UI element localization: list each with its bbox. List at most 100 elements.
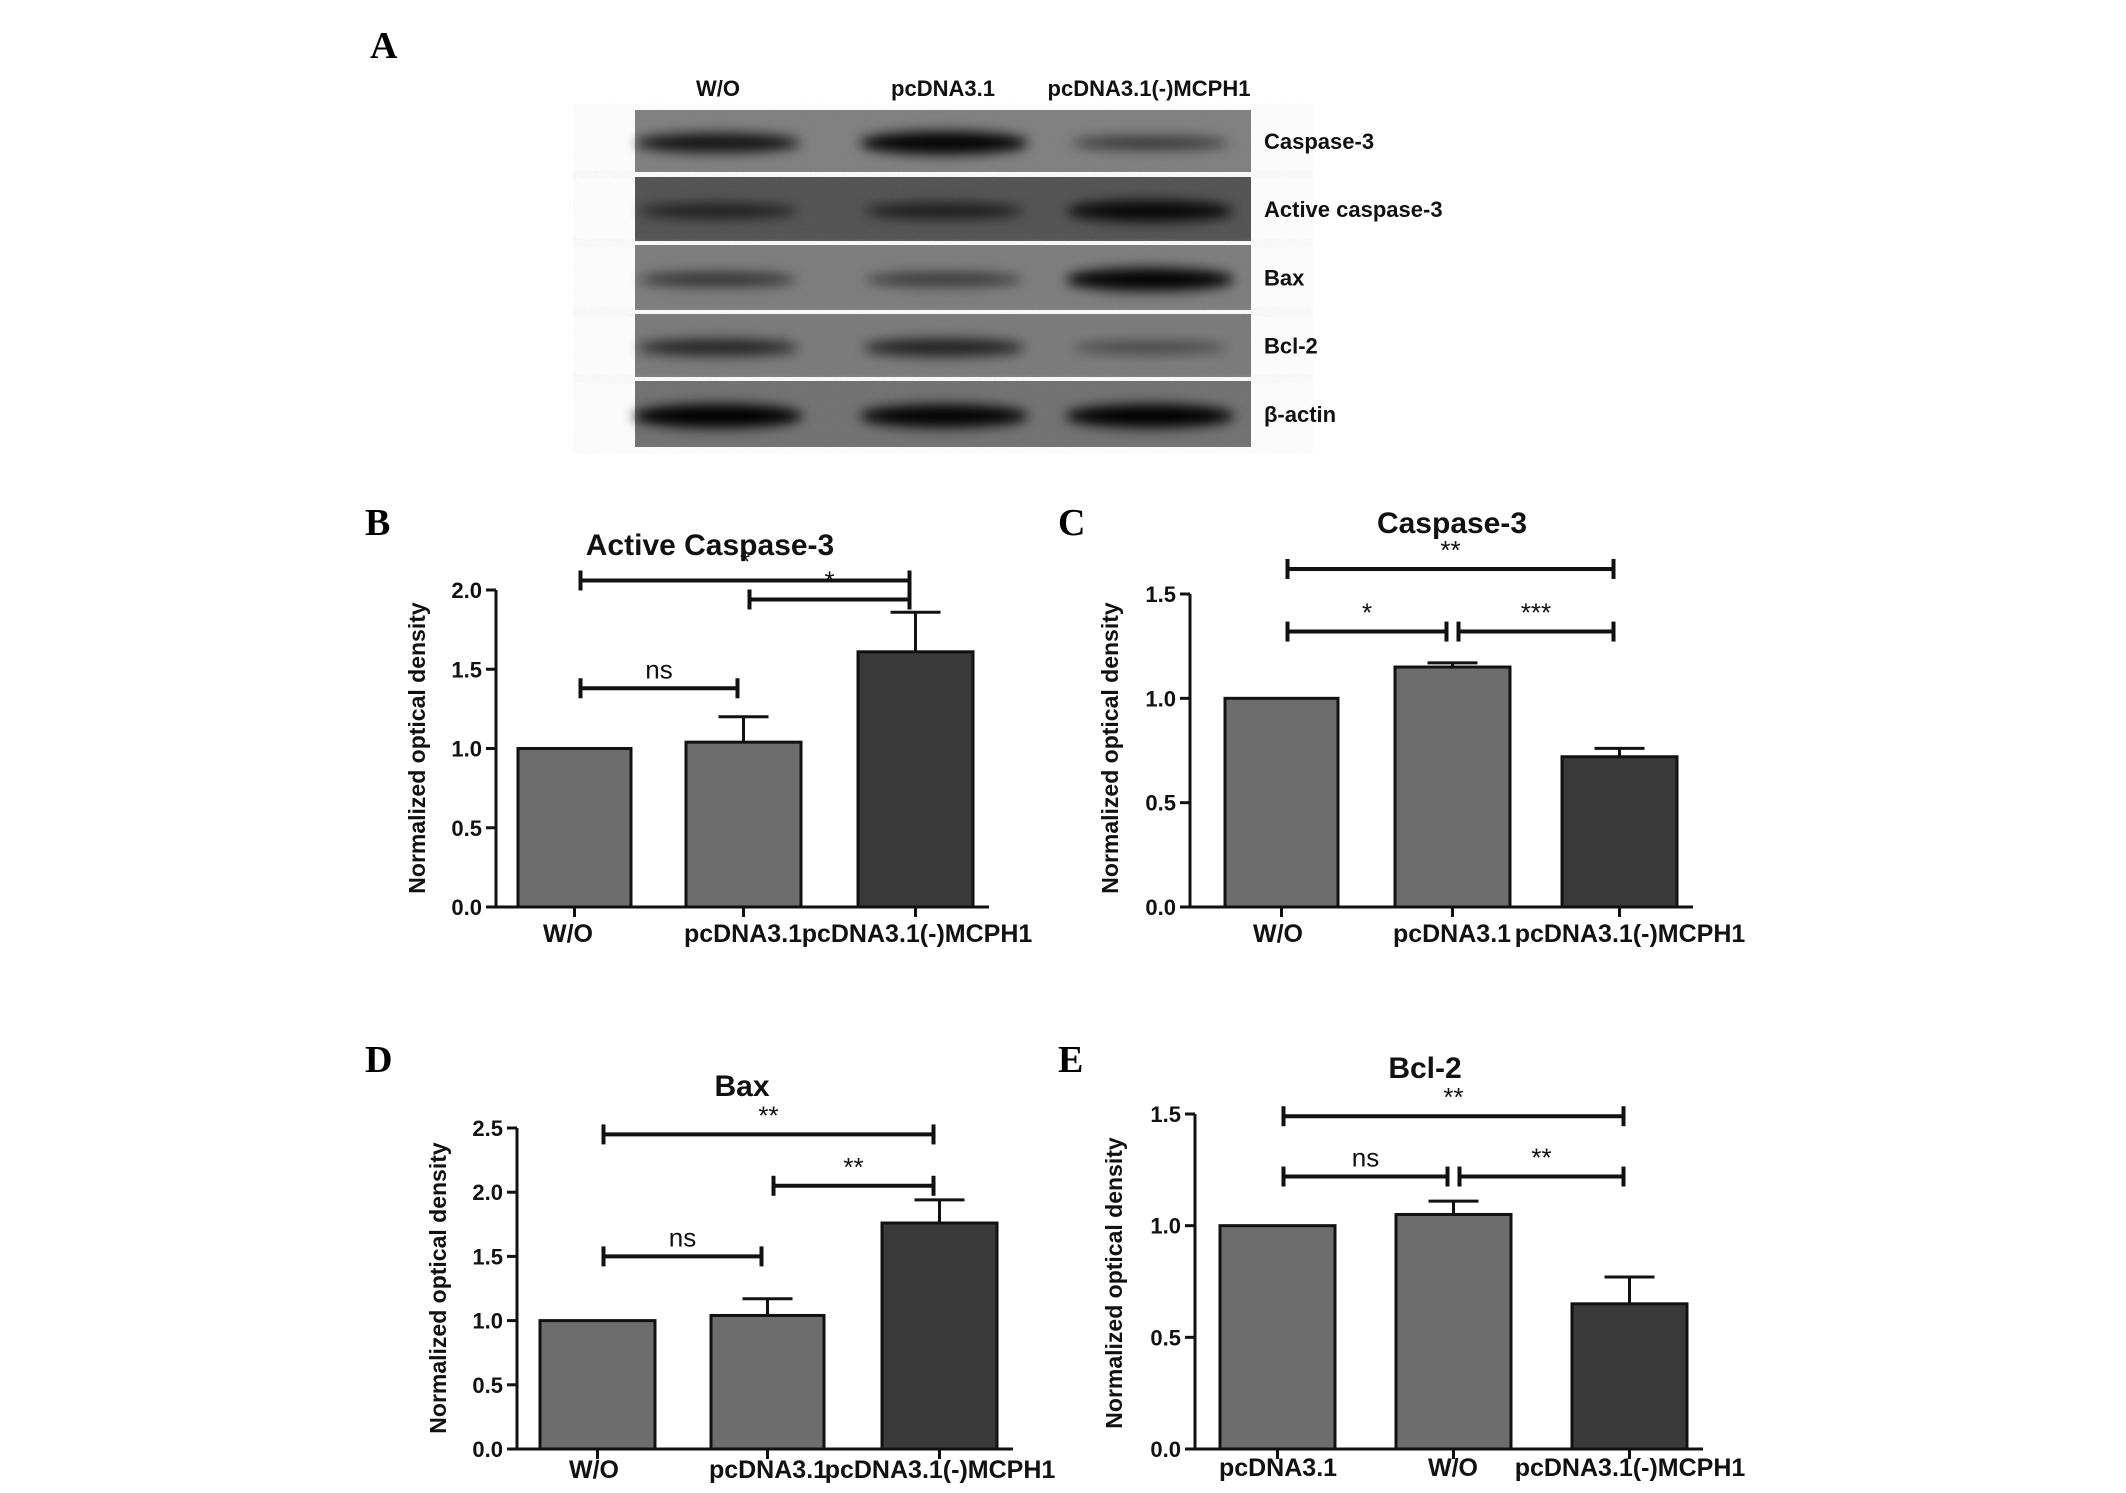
chart-title: Bax [714, 1070, 769, 1103]
x-category-label: W/O [1428, 1454, 1478, 1482]
bar [538, 1319, 657, 1451]
x-category-label: W/O [569, 1456, 619, 1484]
significance-label: ns [645, 654, 672, 684]
significance-label: ** [758, 1100, 778, 1130]
western-blot: W/O pcDNA3.1 pcDNA3.1(-)MCPH1 Caspase-3 A… [633, 76, 1443, 447]
significance-bracket: ns [1281, 1143, 1450, 1187]
bar [880, 1221, 999, 1451]
chart-title: Active Caspase-3 [586, 529, 834, 562]
y-axis-label: Normalized optical density [425, 1142, 451, 1434]
y-tick-label: 1.5 [1150, 1102, 1181, 1127]
x-category-label: pcDNA3.1(-)MCPH1 [825, 1456, 1056, 1484]
blot-band [1071, 136, 1229, 150]
bar-chart-b: Active Caspase-3 Normalized optical densi… [404, 529, 1032, 948]
x-category-label: W/O [543, 920, 593, 948]
y-tick-label: 1.0 [451, 737, 482, 762]
blot-band [1073, 341, 1227, 354]
blot-strip: Bax [635, 245, 1305, 310]
y-tick-label: 1.5 [451, 657, 482, 682]
y-axis-label: Normalized optical density [1097, 602, 1123, 894]
blot-protein-label: β-actin [1264, 402, 1336, 427]
significance-label: ns [669, 1222, 696, 1252]
x-category-label: pcDNA3.1 [1219, 1454, 1337, 1482]
x-category-label: pcDNA3.1(-)MCPH1 [802, 920, 1033, 948]
blot-protein-label: Bax [1264, 266, 1305, 291]
significance-bracket: ns [578, 654, 740, 699]
panel-label-e: E [1058, 1039, 1083, 1081]
significance-bracket: ** [601, 1100, 936, 1145]
x-category-label: pcDNA3.1 [1393, 920, 1511, 948]
bar [1570, 1302, 1689, 1451]
blot-band [637, 339, 799, 356]
x-category-label: pcDNA3.1(-)MCPH1 [1515, 920, 1746, 948]
blot-band [1066, 200, 1234, 222]
blot-band [1065, 404, 1235, 428]
bar-chart-e: Bcl-2 Normalized optical density 0.0 0.5 1.0… [1101, 1052, 1745, 1482]
y-tick-label: 2.0 [451, 578, 482, 603]
x-category-label: pcDNA3.1(-)MCPH1 [1515, 1454, 1746, 1482]
significance-label: ** [1443, 1082, 1463, 1112]
panel-label-d: D [365, 1039, 392, 1081]
significance-label: ns [1352, 1143, 1379, 1173]
y-axis-label: Normalized optical density [1101, 1137, 1127, 1429]
chart-title: Caspase-3 [1377, 507, 1527, 540]
significance-bracket: ** [1457, 1143, 1626, 1187]
bar [1560, 755, 1679, 909]
significance-label: ** [1531, 1143, 1551, 1173]
y-tick-label: 0.0 [472, 1437, 503, 1462]
significance-label: ** [843, 1152, 863, 1182]
significance-label: * [824, 566, 834, 596]
significance-bracket: ns [601, 1222, 764, 1267]
y-tick-label: 1.5 [1145, 582, 1176, 607]
blot-strip: Active caspase-3 [635, 177, 1443, 241]
y-tick-label: 0.0 [451, 895, 482, 920]
significance-bracket: ** [1281, 1082, 1626, 1127]
panel-label-a: A [370, 25, 398, 67]
blot-strip: Caspase-3 [635, 110, 1374, 172]
panel-label-b: B [365, 502, 390, 544]
panel-label-c: C [1058, 502, 1085, 544]
blot-protein-label: Caspase-3 [1264, 129, 1374, 154]
significance-label: *** [1521, 598, 1551, 628]
y-tick-label: 1.5 [472, 1244, 503, 1269]
y-tick-label: 0.5 [451, 816, 482, 841]
blot-band [639, 272, 797, 287]
blot-strip: β-actin [633, 381, 1336, 447]
bar [1394, 1213, 1513, 1451]
bar-chart-c: Caspase-3 Normalized optical density 0.0 0.… [1097, 507, 1745, 948]
bar-chart-d: Bax Normalized optical density 0.0 0.5 1.0 1.… [425, 1070, 1055, 1484]
bar [516, 747, 633, 909]
blot-protein-label: Active caspase-3 [1264, 197, 1443, 222]
y-tick-label: 0.5 [1145, 791, 1176, 816]
x-category-label: pcDNA3.1 [684, 920, 802, 948]
blot-band [865, 272, 1023, 287]
y-tick-label: 1.0 [1145, 686, 1176, 711]
bar [1223, 696, 1340, 909]
chart-title: Bcl-2 [1388, 1052, 1461, 1085]
y-tick-label: 0.5 [1150, 1325, 1181, 1350]
blot-band [633, 404, 803, 428]
significance-label: * [1362, 598, 1372, 628]
blot-band [859, 131, 1029, 155]
x-category-label: pcDNA3.1 [709, 1456, 827, 1484]
blot-lane-label: pcDNA3.1 [891, 76, 995, 101]
significance-label: * [740, 546, 750, 576]
blot-protein-label: Bcl-2 [1264, 334, 1318, 359]
blot-band [638, 203, 798, 219]
y-tick-label: 1.0 [472, 1309, 503, 1334]
significance-bracket: *** [1456, 598, 1616, 642]
blot-lane-label: pcDNA3.1(-)MCPH1 [1048, 76, 1251, 101]
blot-band [635, 133, 801, 153]
blot-band [864, 203, 1024, 219]
bar [709, 1313, 826, 1451]
bar [684, 740, 803, 909]
y-tick-label: 1.0 [1150, 1214, 1181, 1239]
significance-bracket: ** [771, 1152, 936, 1196]
blot-band [1065, 267, 1235, 292]
blot-band [859, 404, 1029, 428]
x-category-label: W/O [1253, 920, 1303, 948]
significance-label: ** [1440, 535, 1460, 565]
y-tick-label: 0.0 [1150, 1437, 1181, 1462]
blot-strip: Bcl-2 [635, 314, 1318, 377]
